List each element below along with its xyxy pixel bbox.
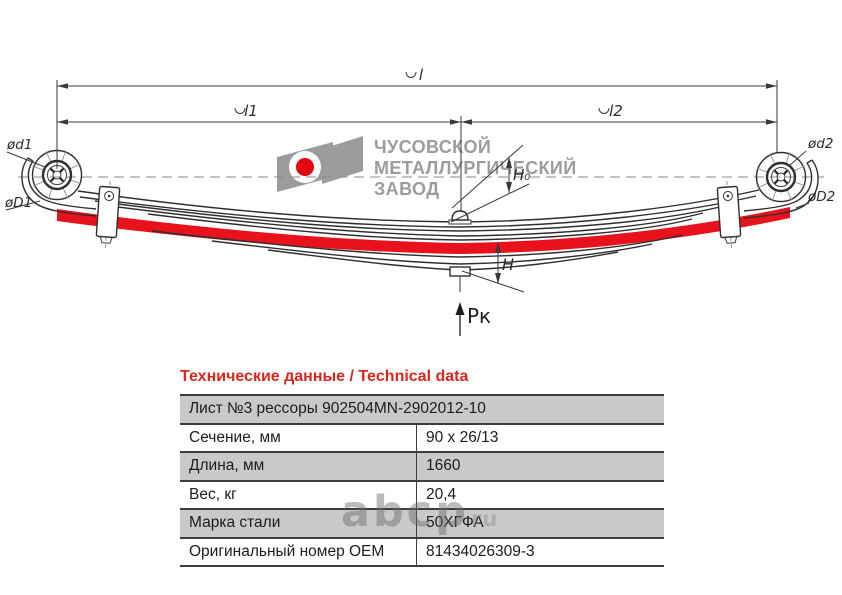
dim-label-l1: l1 bbox=[244, 102, 258, 120]
dim-label-h: H bbox=[502, 255, 514, 274]
row-label: Оригинальный номер OEM bbox=[180, 536, 417, 566]
front-eye-wrap bbox=[21, 157, 97, 217]
row-value: 90 x 26/13 bbox=[416, 422, 664, 452]
table-row: Сечение, мм 90 x 26/13 bbox=[180, 422, 664, 452]
table-row-part-number: Лист №3 рессоры 902504MN-2902012-10 bbox=[180, 394, 664, 424]
front-eye bbox=[31, 149, 83, 201]
technical-data-block: Технические данные / Technical data Лист… bbox=[180, 368, 664, 567]
arc-length-icon bbox=[234, 107, 246, 114]
factory-name-line3: ЗАВОД bbox=[374, 179, 440, 199]
arc-length-icon bbox=[598, 107, 610, 114]
dim-label-h0: H₀ bbox=[513, 166, 530, 184]
row-value: 50ХГФА bbox=[416, 508, 664, 538]
factory-logo-icon bbox=[277, 136, 363, 192]
dim-label-D2: øD2 bbox=[807, 189, 835, 205]
dim-label-d2: ød2 bbox=[807, 136, 833, 152]
factory-name-line2: МЕТАЛЛУРГИЧЕСКИЙ bbox=[374, 158, 577, 178]
row-value: 81434026309-3 bbox=[416, 536, 664, 566]
factory-name-line1: ЧУСОВСКОЙ bbox=[374, 137, 492, 157]
part-number-cell: Лист №3 рессоры 902504MN-2902012-10 bbox=[180, 394, 664, 424]
load-arrow bbox=[455, 302, 465, 336]
table-row: Вес, кг 20,4 bbox=[180, 479, 664, 509]
factory-watermark: ЧУСОВСКОЙ МЕТАЛЛУРГИЧЕСКИЙ ЗАВОД bbox=[274, 134, 577, 200]
row-value: 1660 bbox=[416, 451, 664, 481]
row-label: Вес, кг bbox=[180, 479, 417, 509]
factory-logo-red-dot bbox=[296, 158, 314, 176]
table-title: Технические данные / Technical data bbox=[180, 368, 469, 385]
table-row: Оригинальный номер OEM 81434026309-3 bbox=[180, 536, 664, 566]
leaf-pack bbox=[57, 189, 790, 271]
row-label: Сечение, мм bbox=[180, 422, 417, 452]
technical-data-table: Лист №3 рессоры 902504MN-2902012-10 Сече… bbox=[180, 394, 664, 567]
dim-label-D1: øD1 bbox=[4, 195, 32, 211]
center-bolt bbox=[448, 210, 472, 292]
dim-h bbox=[461, 242, 525, 293]
rear-clamp bbox=[716, 181, 742, 249]
dim-label-l: l bbox=[419, 66, 424, 84]
row-label: Длина, мм bbox=[180, 451, 417, 481]
row-value: 20,4 bbox=[416, 479, 664, 509]
dimension-lines bbox=[56, 80, 778, 211]
dim-label-d1: ød1 bbox=[6, 137, 32, 153]
front-clamp bbox=[95, 181, 121, 249]
table-row: Марка стали 50ХГФА bbox=[180, 508, 664, 538]
dim-h0 bbox=[450, 144, 530, 223]
rear-eye bbox=[755, 151, 807, 203]
dim-label-l2: l2 bbox=[609, 102, 623, 120]
arc-length-icon bbox=[405, 71, 417, 78]
dim-label-pk: Pк bbox=[467, 304, 491, 328]
row-label: Марка стали bbox=[180, 508, 417, 538]
highlighted-leaf-3 bbox=[57, 207, 790, 254]
factory-name: ЧУСОВСКОЙ МЕТАЛЛУРГИЧЕСКИЙ ЗАВОД bbox=[374, 134, 577, 200]
table-row: Длина, мм 1660 bbox=[180, 451, 664, 481]
